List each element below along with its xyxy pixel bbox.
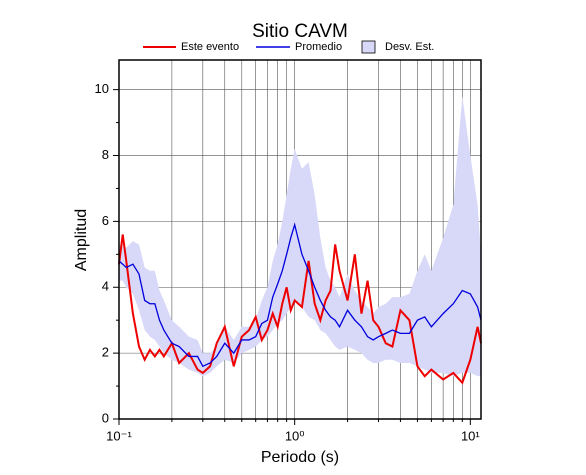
series-line xyxy=(118,222,482,368)
x-axis-label: Periodo (s) xyxy=(261,449,339,466)
axes: 10⁻¹ 10⁰ 10¹ 0 2 4 6 8 10 xyxy=(95,59,482,443)
legend-label: Promedio xyxy=(295,41,342,53)
x-tick-label: 10⁰ xyxy=(285,428,305,443)
y-tick-label: 8 xyxy=(102,147,109,162)
legend-label: Desv. Est. xyxy=(385,41,434,53)
series-line xyxy=(118,234,482,385)
y-tick-label: 10 xyxy=(95,81,109,96)
x-tick-label: 10⁻¹ xyxy=(106,428,132,443)
y-axis-label: Amplitud xyxy=(73,209,90,271)
legend-label: Este evento xyxy=(181,41,239,53)
y-tick-label: 0 xyxy=(102,410,109,425)
x-tick-label: 10¹ xyxy=(461,428,480,443)
std-band xyxy=(119,96,481,377)
y-tick-label: 6 xyxy=(102,213,109,228)
legend: Este evento Promedio Desv. Est. xyxy=(143,40,434,54)
plot-frame xyxy=(118,59,482,420)
legend-swatch xyxy=(361,40,376,54)
y-tick-label: 4 xyxy=(102,279,109,294)
y-tick-label: 2 xyxy=(102,345,109,360)
plot-data xyxy=(118,96,482,385)
chart-title: Sitio CAVM xyxy=(252,21,348,42)
